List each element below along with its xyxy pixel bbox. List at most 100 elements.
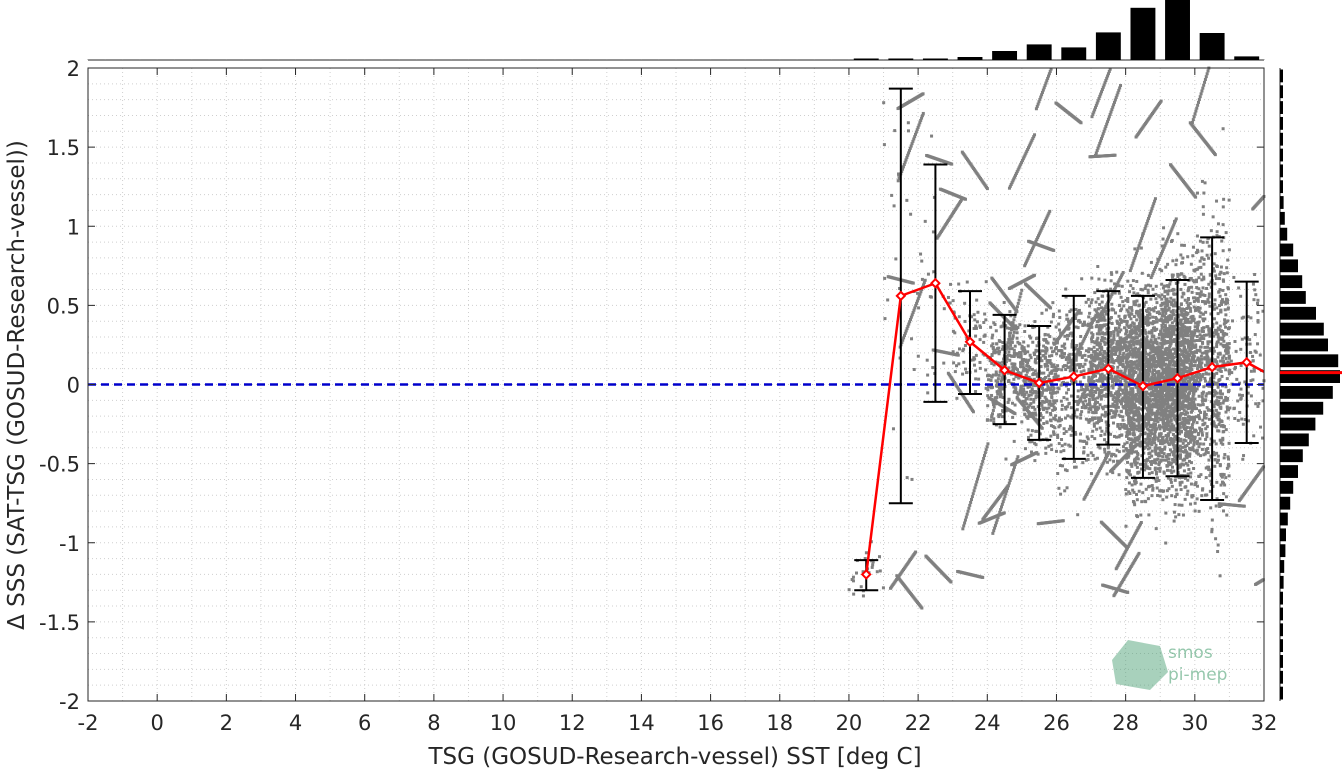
scatter-point: [1076, 513, 1080, 517]
scatter-point: [1153, 437, 1157, 441]
scatter-point: [1186, 442, 1190, 446]
scatter-point: [1200, 249, 1204, 253]
scatter-point: [1092, 393, 1096, 397]
scatter-point: [1134, 404, 1138, 408]
scatter-point: [1104, 410, 1108, 414]
scatter-point: [1018, 391, 1022, 395]
scatter-point: [1184, 370, 1188, 374]
scatter-point: [891, 427, 895, 431]
scatter-point: [1029, 393, 1033, 397]
scatter-point: [1147, 399, 1151, 403]
scatter-point: [974, 377, 978, 381]
scatter-point: [1145, 368, 1149, 372]
scatter-point: [1053, 426, 1057, 430]
scatter-point: [1160, 307, 1164, 311]
scatter-point: [1062, 396, 1066, 400]
scatter-point: [1124, 365, 1128, 369]
scatter-point: [1192, 305, 1196, 309]
scatter-point: [1065, 469, 1069, 473]
scatter-point: [1189, 350, 1193, 354]
scatter-point: [974, 369, 978, 373]
scatter-point: [1150, 355, 1154, 359]
scatter-point: [1155, 342, 1159, 346]
scatter-point: [1148, 429, 1152, 433]
scatter-point: [1032, 397, 1036, 401]
scatter-point: [1123, 316, 1127, 320]
scatter-point: [1034, 396, 1038, 400]
scatter-point: [1088, 304, 1092, 308]
scatter-point: [1180, 330, 1184, 334]
scatter-point: [1182, 317, 1186, 321]
scatter-point: [1185, 450, 1189, 454]
scatter-point: [1182, 408, 1186, 412]
scatter-point: [1188, 327, 1192, 331]
scatter-point: [1013, 390, 1017, 394]
scatter-point: [1199, 454, 1203, 458]
scatter-point: [1221, 436, 1225, 440]
scatter-point: [1190, 397, 1194, 401]
scatter-point: [1028, 403, 1032, 407]
scatter-point: [1055, 375, 1059, 379]
scatter-point: [919, 252, 923, 256]
scatter-point: [1125, 384, 1129, 388]
scatter-point: [1129, 445, 1133, 449]
scatter-point: [1147, 466, 1151, 470]
scatter-point: [982, 334, 986, 338]
scatter-point: [1055, 352, 1059, 356]
scatter-point: [1096, 264, 1100, 268]
scatter-point: [1208, 391, 1212, 395]
scatter-point: [1163, 295, 1167, 299]
scatter-point: [1135, 392, 1139, 396]
scatter-point: [1139, 351, 1143, 355]
scatter-point: [1181, 403, 1185, 407]
scatter-point: [1056, 433, 1060, 437]
scatter-point: [1093, 349, 1097, 353]
scatter-point: [1149, 297, 1153, 301]
scatter-point: [1145, 371, 1149, 375]
scatter-point: [1023, 392, 1027, 396]
scatter-point: [1195, 448, 1199, 452]
scatter-point: [1111, 397, 1115, 401]
scatter-point: [1124, 340, 1128, 344]
scatter-point: [1174, 488, 1178, 492]
scatter-point: [1051, 403, 1055, 407]
scatter-point: [961, 349, 965, 353]
scatter-point: [1188, 440, 1192, 444]
scatter-point: [1204, 416, 1208, 420]
scatter-point: [1169, 296, 1173, 300]
scatter-point: [1168, 336, 1172, 340]
scatter-point: [1218, 574, 1222, 578]
scatter-point: [1123, 383, 1127, 387]
scatter-point: [1216, 335, 1220, 339]
scatter-point: [1100, 379, 1104, 383]
scatter-point: [1182, 380, 1186, 384]
scatter-point: [1086, 324, 1090, 328]
scatter-point: [1027, 358, 1031, 362]
scatter-point: [1146, 398, 1150, 402]
scatter-point: [1052, 416, 1056, 420]
scatter-point: [1194, 278, 1198, 282]
scatter-point: [1128, 407, 1132, 411]
scatter-point: [1083, 353, 1087, 357]
scatter-point: [1221, 127, 1225, 131]
scatter-point: [1119, 369, 1123, 373]
scatter-point: [1173, 454, 1177, 458]
scatter-point: [1154, 450, 1158, 454]
scatter-point: [1154, 461, 1158, 465]
scatter-point: [1162, 377, 1166, 381]
scatter-point: [1188, 366, 1192, 370]
scatter-point: [1203, 351, 1207, 355]
scatter-point: [1219, 389, 1223, 393]
scatter-point: [1189, 262, 1193, 266]
scatter-point: [1213, 302, 1217, 306]
scatter-point: [1189, 437, 1193, 441]
scatter-point: [1020, 346, 1024, 350]
scatter-point: [1139, 345, 1143, 349]
scatter-point: [1165, 300, 1169, 304]
scatter-point: [1184, 432, 1188, 436]
scatter-point: [1150, 471, 1154, 475]
scatter-point: [1105, 423, 1109, 427]
scatter-point: [1147, 379, 1151, 383]
scatter-point: [1202, 337, 1206, 341]
scatter-point: [1121, 388, 1125, 392]
